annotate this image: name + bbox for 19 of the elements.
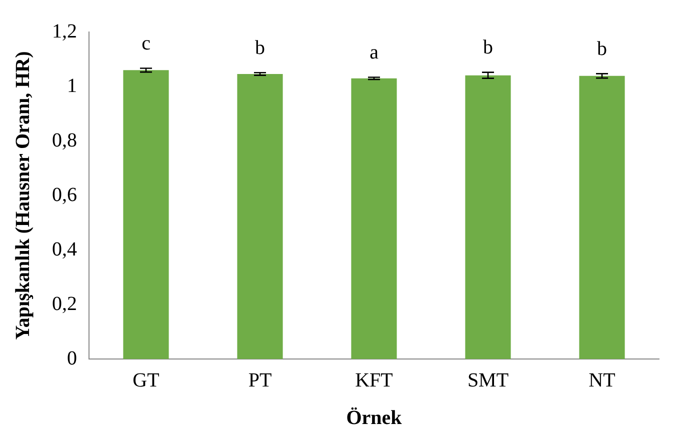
- x-tick-label: SMT: [467, 369, 509, 392]
- y-tick-label: 0,2: [52, 292, 77, 315]
- y-tick-label: 1,2: [52, 20, 77, 42]
- y-tick-label: 0,4: [52, 238, 77, 260]
- annotation: a: [370, 41, 379, 64]
- x-tick-label: GT: [132, 369, 160, 392]
- y-tick-label: 0,8: [52, 129, 77, 152]
- annotation: b: [483, 36, 493, 59]
- y-tick-label: 0,6: [52, 184, 77, 206]
- x-tick-label: NT: [588, 369, 616, 392]
- y-tick-label: 1: [67, 74, 77, 97]
- x-tick-label: KFT: [355, 369, 393, 392]
- annotation: c: [142, 32, 151, 54]
- y-axis-title: Yapışkanlık (Hausner Oranı, HR): [12, 51, 34, 340]
- x-axis-title: Örnek: [346, 407, 403, 430]
- y-tick-label: 0: [67, 347, 77, 370]
- x-tick-label: PT: [248, 369, 272, 392]
- annotation: b: [255, 36, 265, 59]
- annotation: b: [597, 38, 607, 60]
